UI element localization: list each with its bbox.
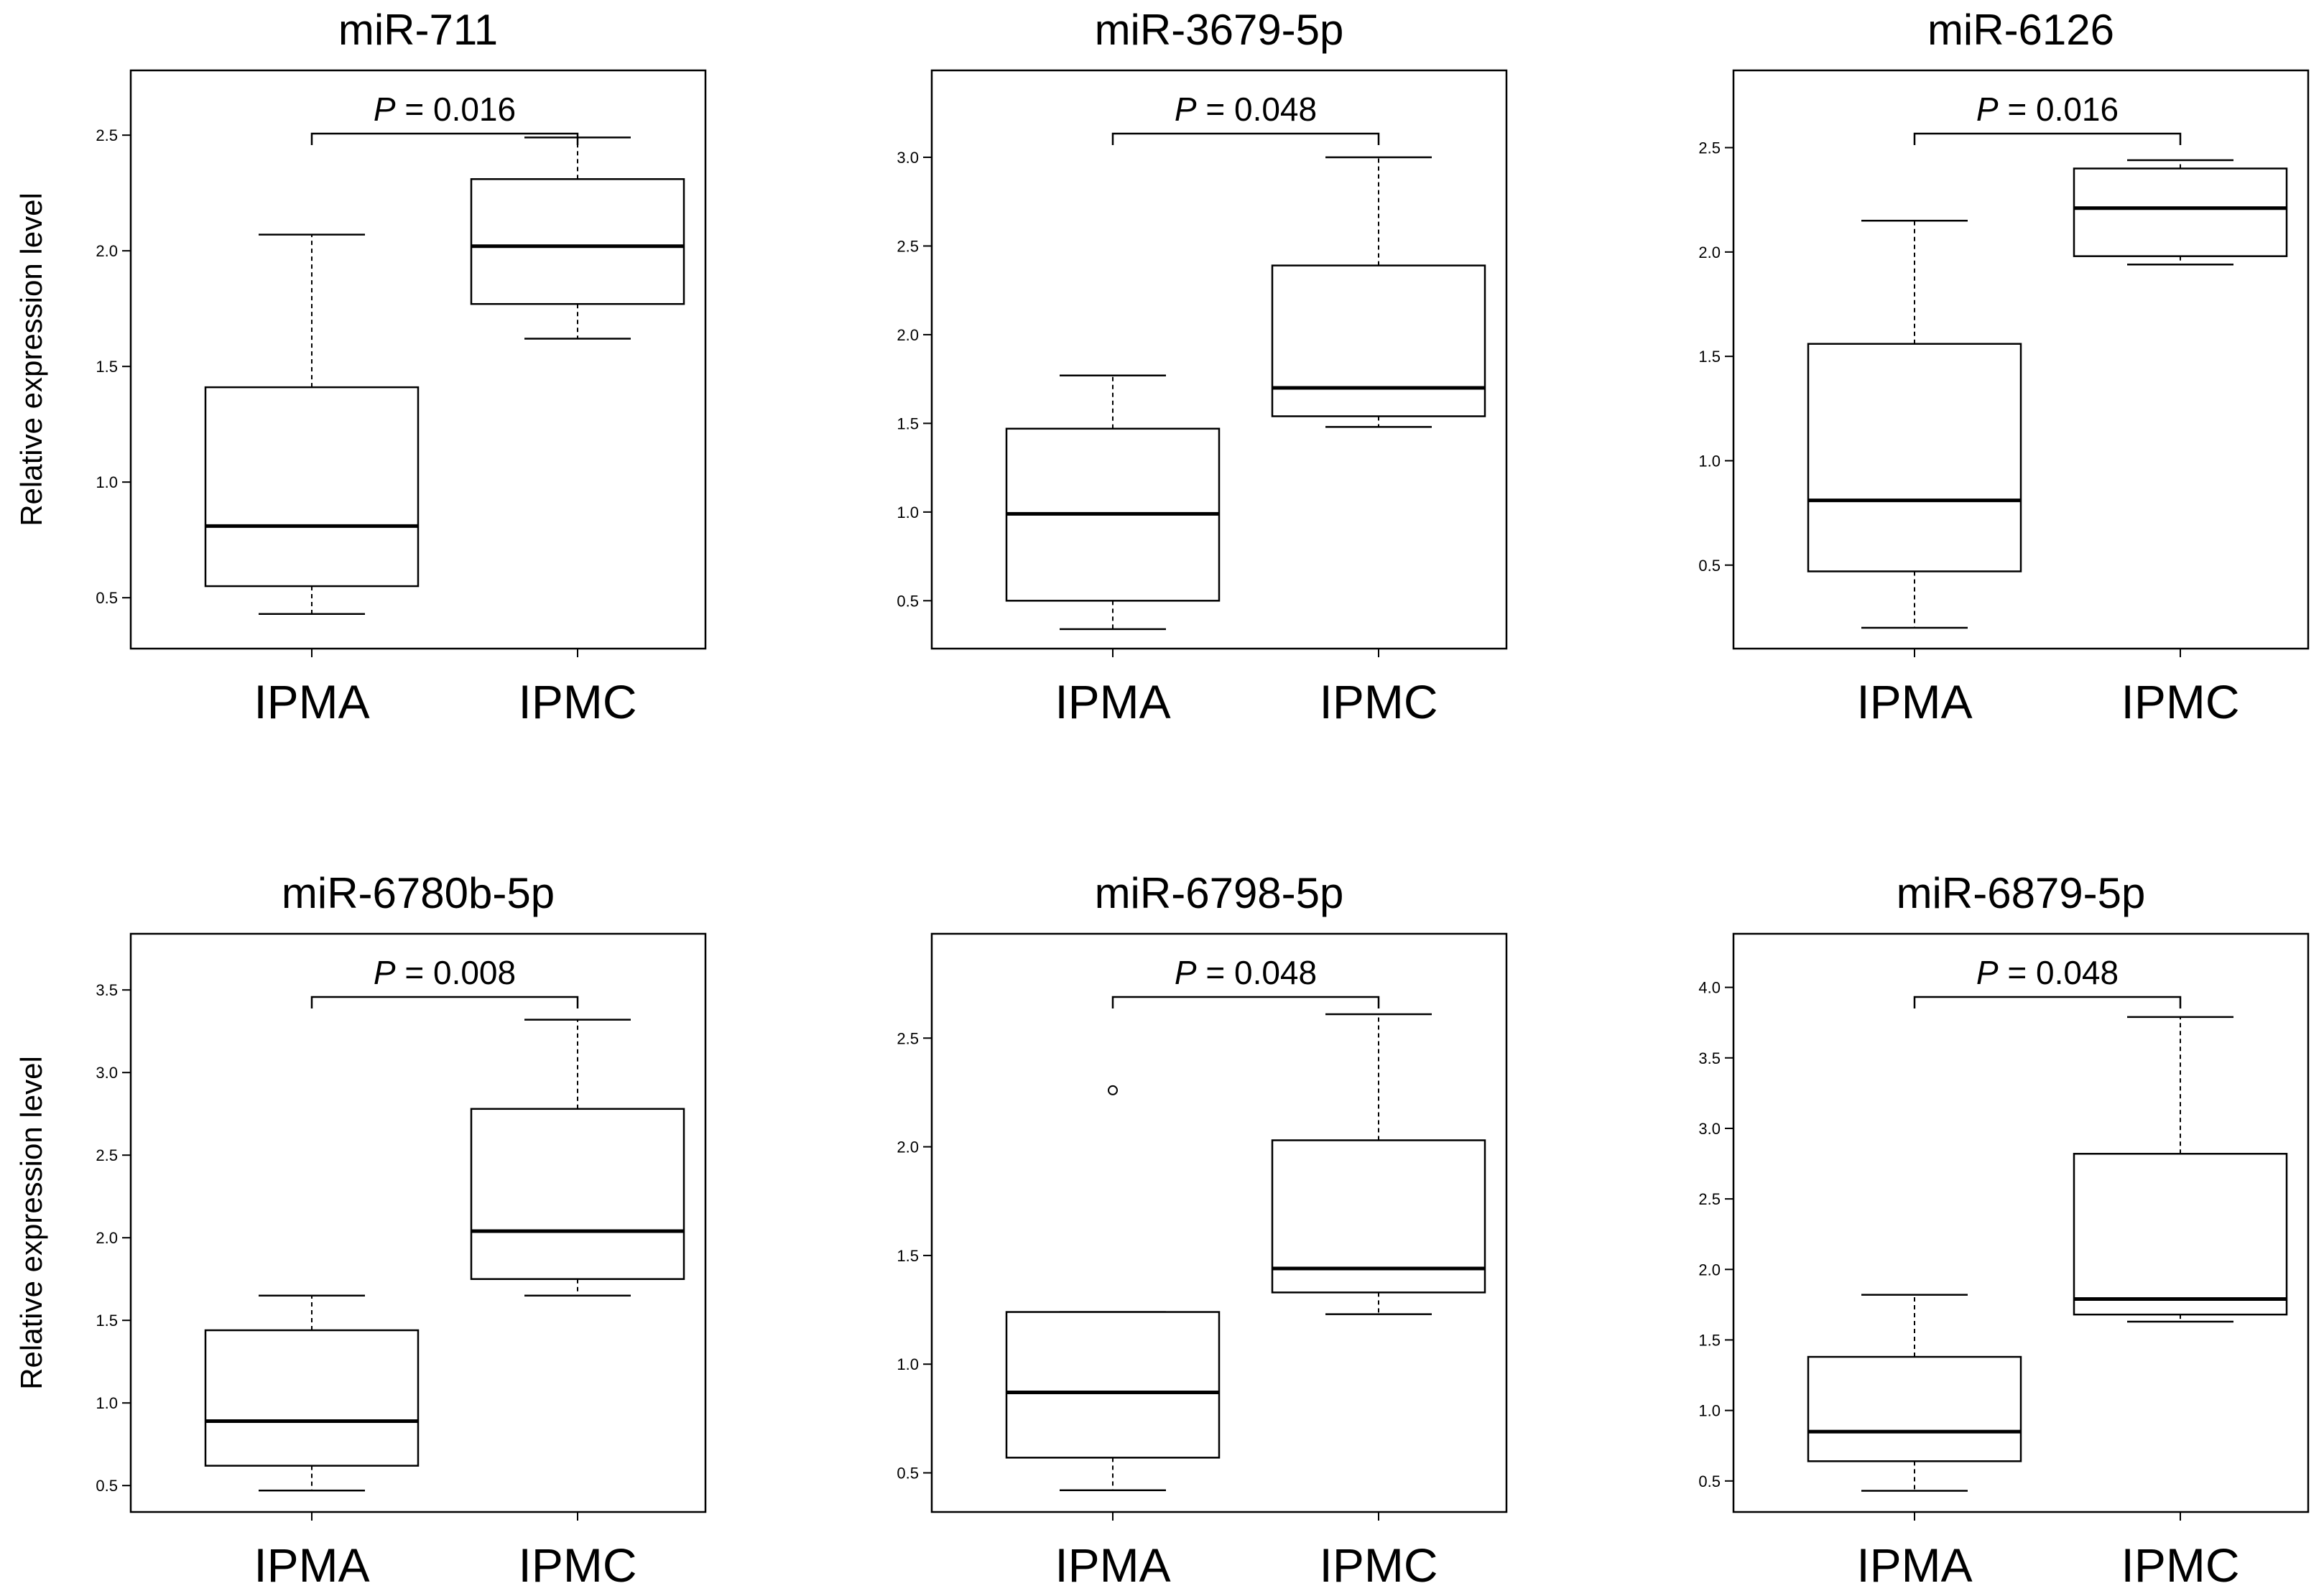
y-tick-label: 0.5	[897, 1465, 919, 1483]
x-category-label: IPMC	[519, 675, 637, 728]
p-value-label: P = 0.008	[374, 954, 516, 991]
iqr-box	[470, 178, 685, 305]
x-category-label: IPMC	[2121, 675, 2240, 728]
x-category-label: IPMA	[1055, 1539, 1170, 1591]
significance-bracket	[310, 132, 579, 145]
y-tick-label: 2.5	[897, 237, 919, 255]
y-tick-label: 1.5	[897, 414, 919, 432]
y-tick-label: 1.5	[96, 1312, 118, 1330]
iqr-box	[2073, 1153, 2288, 1316]
y-tick-label: 2.5	[897, 1029, 919, 1047]
chart-panel: miR-6879-5p 0.5 1.0 1.5 2.0 2.5 3.0 3.5 4.0 IPMA I…	[1698, 869, 2310, 1591]
y-tick-label: 4.0	[1698, 979, 1721, 997]
y-tick-label: 0.5	[1698, 557, 1721, 575]
y-tick-label: 2.0	[1698, 243, 1721, 261]
y-tick-label: 2.0	[897, 1138, 919, 1156]
y-tick-label: 2.0	[897, 326, 919, 344]
chart-panel: miR-711 0.5 1.0 1.5 2.0 2.5 Relative expressio…	[14, 6, 707, 728]
x-category-label: IPMC	[519, 1539, 637, 1591]
x-category-label: IPMC	[2121, 1539, 2240, 1591]
x-category-label: IPMA	[254, 675, 369, 728]
y-tick-label: 1.0	[1698, 452, 1721, 470]
plot-frame	[930, 69, 1508, 650]
plot-frame	[1732, 69, 2310, 650]
y-tick-label: 1.5	[1698, 1331, 1721, 1349]
chart-title: miR-3679-5p	[1095, 6, 1344, 54]
y-tick-label: 0.5	[897, 592, 919, 610]
significance-bracket	[1111, 132, 1380, 145]
y-tick-label: 1.5	[1698, 348, 1721, 366]
plot-frame	[129, 932, 707, 1513]
iqr-box	[204, 386, 420, 588]
significance-bracket	[1913, 996, 2182, 1008]
y-tick-label: 3.0	[96, 1064, 118, 1082]
y-tick-label: 1.0	[96, 1394, 118, 1412]
chart-title: miR-6126	[1927, 6, 2114, 54]
x-category-label: IPMA	[1856, 675, 1972, 728]
iqr-box	[1005, 1311, 1221, 1459]
p-value-label: P = 0.048	[1976, 954, 2119, 991]
x-category-label: IPMA	[1856, 1539, 1972, 1591]
chart-panel: miR-6780b-5p 0.5 1.0 1.5 2.0 2.5 3.0 3.5 Relativ…	[14, 869, 707, 1591]
chart-panel: miR-3679-5p 0.5 1.0 1.5 2.0 2.5 3.0 IPMA IPMC P =…	[897, 6, 1508, 728]
y-tick-label: 0.5	[1698, 1472, 1721, 1490]
chart-title: miR-6780b-5p	[282, 869, 555, 917]
chart-panel: miR-6126 0.5 1.0 1.5 2.0 2.5 IPMA IPMC P = 0.016	[1698, 6, 2310, 728]
y-axis-label: Relative expression level	[14, 193, 48, 527]
y-tick-label: 2.5	[96, 1146, 118, 1164]
y-tick-label: 2.0	[96, 242, 118, 260]
iqr-box	[2073, 167, 2288, 257]
plot-frame	[930, 932, 1508, 1513]
y-tick-label: 3.0	[1698, 1120, 1721, 1138]
x-category-label: IPMC	[1320, 675, 1438, 728]
significance-bracket	[1111, 996, 1380, 1008]
x-category-label: IPMC	[1320, 1539, 1438, 1591]
y-tick-label: 1.0	[1698, 1402, 1721, 1420]
p-value-label: P = 0.016	[1976, 91, 2119, 128]
iqr-box	[470, 1108, 685, 1280]
plot-frame	[129, 69, 707, 650]
y-axis-label: Relative expression level	[14, 1056, 48, 1390]
iqr-box	[1807, 1355, 2022, 1462]
y-tick-label: 2.0	[1698, 1261, 1721, 1279]
iqr-box	[1271, 264, 1486, 417]
y-tick-label: 2.5	[1698, 139, 1721, 157]
p-value-label: P = 0.048	[1175, 954, 1317, 991]
y-tick-label: 3.5	[96, 981, 118, 999]
significance-bracket	[310, 996, 579, 1008]
iqr-box	[204, 1329, 420, 1467]
chart-title: miR-6798-5p	[1095, 869, 1344, 917]
y-tick-label: 3.5	[1698, 1049, 1721, 1067]
y-tick-label: 2.5	[96, 126, 118, 144]
y-tick-label: 0.5	[96, 1477, 118, 1495]
y-tick-label: 1.0	[897, 504, 919, 521]
y-tick-label: 2.0	[96, 1229, 118, 1247]
y-tick-label: 0.5	[96, 589, 118, 607]
y-tick-label: 2.5	[1698, 1190, 1721, 1208]
x-category-label: IPMA	[254, 1539, 369, 1591]
iqr-box	[1807, 343, 2022, 572]
y-tick-label: 1.0	[897, 1355, 919, 1373]
p-value-label: P = 0.048	[1175, 91, 1317, 128]
significance-bracket	[1913, 132, 2182, 145]
chart-title: miR-711	[338, 6, 498, 54]
y-tick-label: 1.0	[96, 473, 118, 491]
p-value-label: P = 0.016	[374, 91, 516, 128]
y-tick-label: 1.5	[897, 1247, 919, 1265]
plot-frame	[1732, 932, 2310, 1513]
chart-panel: miR-6798-5p 0.5 1.0 1.5 2.0 2.5 IPMA IPMC P = 0.…	[897, 869, 1508, 1591]
y-tick-label: 3.0	[897, 149, 919, 167]
chart-title: miR-6879-5p	[1897, 869, 2146, 917]
y-tick-label: 1.5	[96, 358, 118, 376]
outlier-point	[1108, 1085, 1118, 1095]
x-category-label: IPMA	[1055, 675, 1170, 728]
